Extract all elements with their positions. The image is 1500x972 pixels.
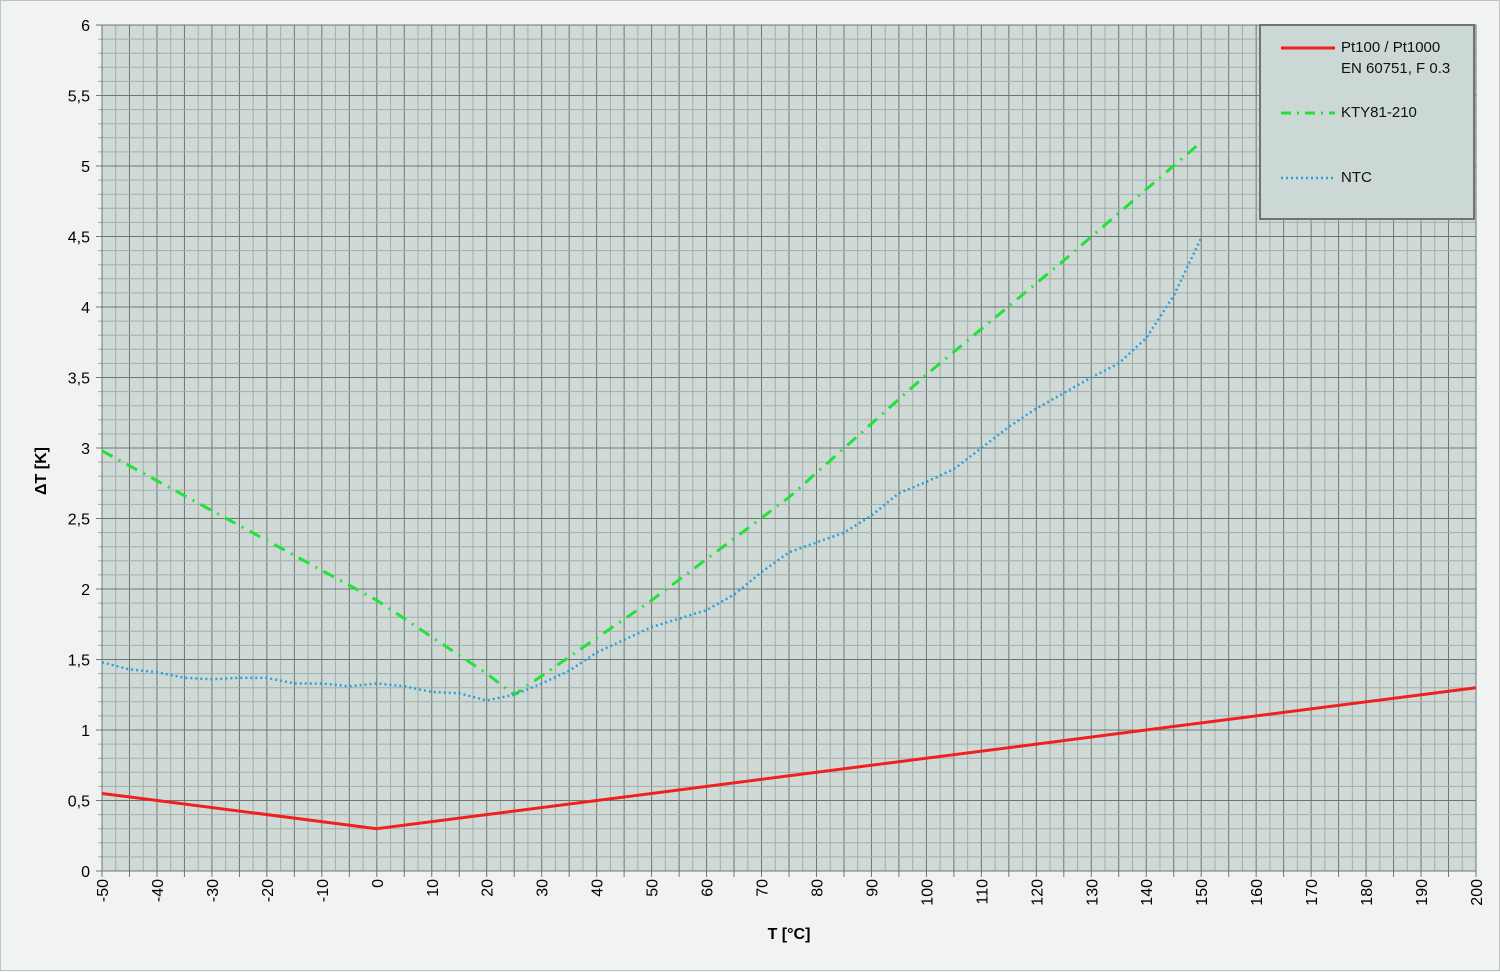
x-tick-label: -10 xyxy=(315,879,332,902)
x-tick-label: 120 xyxy=(1029,879,1046,906)
x-tick-label: -20 xyxy=(260,879,277,902)
x-tick-label: -40 xyxy=(150,879,167,902)
x-tick-labels: -50 -40 -30 -20 -10 0 10 20 30 40 50 60 70 80 90 100 110… xyxy=(95,879,1486,906)
y-tick-label: 6 xyxy=(81,18,90,35)
legend-item-kty81: KTY81-210 xyxy=(1281,102,1417,123)
x-tick-label: 20 xyxy=(480,879,497,897)
x-tick-label: 70 xyxy=(755,879,772,897)
y-tick-label: 1 xyxy=(81,723,90,740)
x-tick-label: 100 xyxy=(919,879,936,906)
y-tick-labels: 0 0,5 1 1,5 2 2,5 3 3,5 4 4,5 5 5,5 6 xyxy=(68,18,90,881)
x-tick-label: 30 xyxy=(535,879,552,897)
legend-label: KTY81-210 xyxy=(1341,104,1417,121)
x-tick-label: 180 xyxy=(1359,879,1376,906)
x-tick-label: 50 xyxy=(645,879,662,897)
y-tick-label: 0 xyxy=(81,864,90,881)
x-tick-label: 40 xyxy=(590,879,607,897)
grid xyxy=(96,24,1477,877)
series-line-pt100 xyxy=(101,686,1477,831)
y-tick-label: 2,5 xyxy=(68,512,90,529)
x-tick-label: 130 xyxy=(1084,879,1101,906)
legend-swatch-dotted-blue xyxy=(1281,167,1335,188)
x-tick-label: 110 xyxy=(974,879,991,905)
legend-item-pt100: Pt100 / Pt1000 EN 60751, F 0.3 xyxy=(1281,37,1450,79)
series-group xyxy=(101,140,1477,831)
y-tick-label: 2 xyxy=(81,582,90,599)
y-tick-label: 0,5 xyxy=(68,794,90,811)
y-tick-label: 3,5 xyxy=(68,371,90,388)
series-line-ntc xyxy=(101,237,1203,702)
legend-swatch-solid-red xyxy=(1281,37,1335,58)
series-line-kty81-210 xyxy=(101,140,1203,697)
x-tick-label: 150 xyxy=(1194,879,1211,906)
y-tick-label: 3 xyxy=(81,441,90,458)
x-tick-label: 200 xyxy=(1469,879,1486,906)
x-tick-label: -50 xyxy=(95,879,112,902)
plot-border xyxy=(101,24,1477,872)
legend-swatch-dashdot-green xyxy=(1281,102,1335,123)
legend: Pt100 / Pt1000 EN 60751, F 0.3 KTY81-210… xyxy=(1259,24,1475,220)
x-tick-label: 190 xyxy=(1414,879,1431,906)
y-tick-label: 1,5 xyxy=(68,653,90,670)
y-tick-label: 4,5 xyxy=(68,230,90,247)
legend-label: Pt100 / Pt1000 EN 60751, F 0.3 xyxy=(1341,39,1451,77)
x-tick-label: 80 xyxy=(809,879,826,897)
y-tick-label: 5 xyxy=(81,159,90,176)
y-axis-label: ΔT [K] xyxy=(33,447,50,495)
x-tick-label: -30 xyxy=(205,879,222,902)
x-tick-label: 170 xyxy=(1304,879,1321,906)
legend-item-ntc: NTC xyxy=(1281,167,1372,188)
x-axis-label: T [°C] xyxy=(768,926,811,943)
x-tick-label: 10 xyxy=(425,879,442,897)
x-tick-label: 140 xyxy=(1139,879,1156,906)
y-tick-label: 4 xyxy=(81,300,90,317)
legend-label: NTC xyxy=(1341,169,1372,186)
y-tick-label: 5,5 xyxy=(68,89,90,106)
x-tick-label: 60 xyxy=(700,879,717,897)
x-tick-label: 160 xyxy=(1249,879,1266,906)
x-tick-label: 0 xyxy=(370,879,387,888)
x-tick-label: 90 xyxy=(864,879,881,897)
